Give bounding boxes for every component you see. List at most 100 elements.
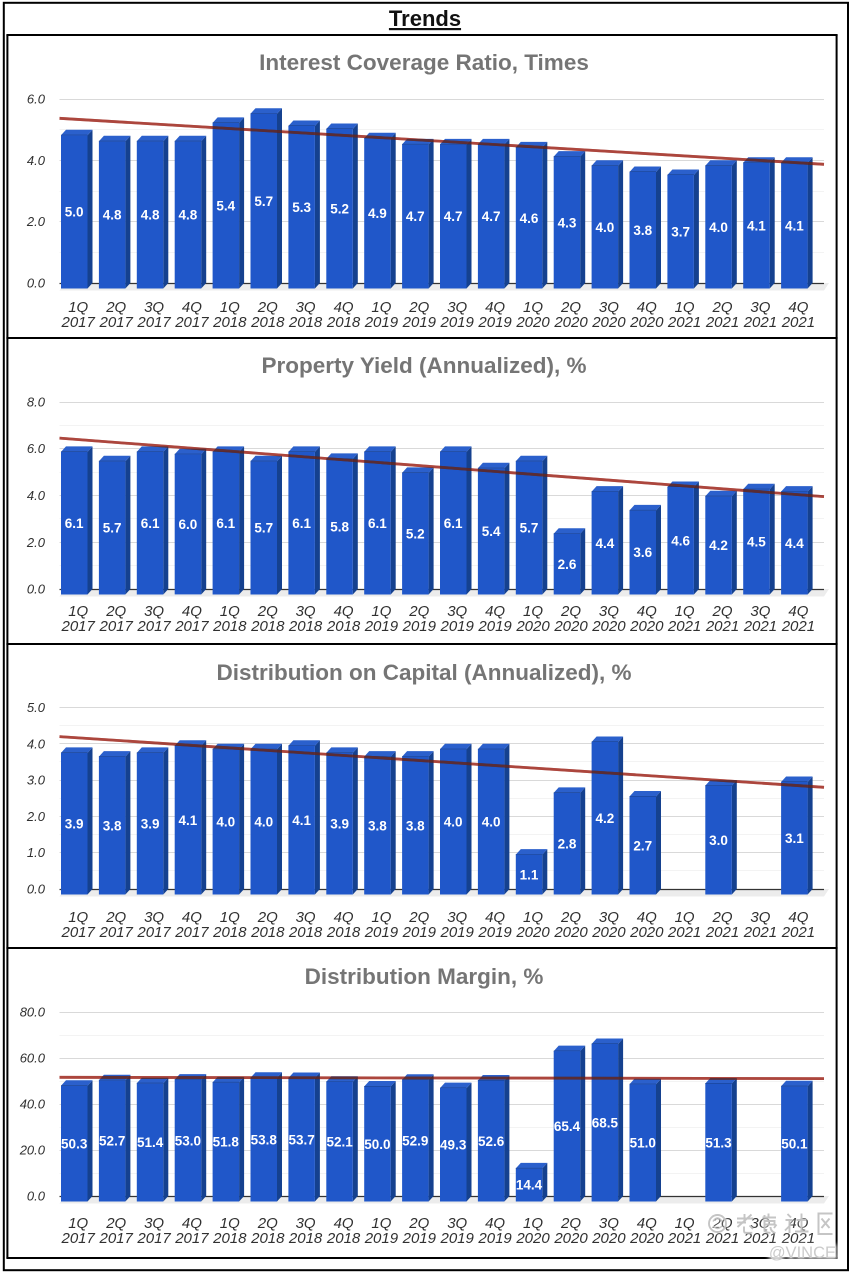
svg-text:2021: 2021 xyxy=(781,618,815,635)
svg-text:4.0: 4.0 xyxy=(27,736,46,751)
svg-text:4Q: 4Q xyxy=(485,603,505,620)
svg-text:2.0: 2.0 xyxy=(26,809,46,824)
svg-text:6.1: 6.1 xyxy=(216,516,235,531)
svg-text:3Q: 3Q xyxy=(144,1215,164,1232)
svg-text:8.0: 8.0 xyxy=(27,395,46,410)
svg-text:2021: 2021 xyxy=(743,314,777,331)
svg-text:80.0: 80.0 xyxy=(20,1005,46,1020)
svg-text:2019: 2019 xyxy=(440,314,475,331)
svg-text:0.0: 0.0 xyxy=(27,276,46,291)
svg-text:2017: 2017 xyxy=(99,618,134,635)
svg-text:2Q: 2Q xyxy=(257,299,278,316)
svg-text:2018: 2018 xyxy=(250,314,285,331)
svg-text:6.1: 6.1 xyxy=(292,516,311,531)
svg-text:4Q: 4Q xyxy=(334,909,354,926)
svg-text:52.7: 52.7 xyxy=(99,1134,125,1149)
svg-text:Distribution Margin, %: Distribution Margin, % xyxy=(305,964,544,989)
svg-text:2017: 2017 xyxy=(136,1230,171,1247)
svg-text:50.1: 50.1 xyxy=(781,1137,808,1152)
svg-text:2019: 2019 xyxy=(440,924,475,941)
svg-text:51.0: 51.0 xyxy=(630,1136,656,1151)
svg-text:4.1: 4.1 xyxy=(785,218,804,233)
svg-text:2Q: 2Q xyxy=(408,1215,429,1232)
svg-text:2Q: 2Q xyxy=(560,603,581,620)
svg-text:6.0: 6.0 xyxy=(27,92,46,107)
svg-text:68.5: 68.5 xyxy=(592,1116,619,1131)
svg-text:6.0: 6.0 xyxy=(27,441,46,456)
svg-text:2021: 2021 xyxy=(781,1230,815,1247)
svg-text:3.8: 3.8 xyxy=(103,818,122,833)
svg-text:2.6: 2.6 xyxy=(558,557,577,572)
svg-text:2017: 2017 xyxy=(136,924,171,941)
svg-text:3Q: 3Q xyxy=(144,299,164,316)
svg-text:2018: 2018 xyxy=(212,924,247,941)
svg-text:3.6: 3.6 xyxy=(633,545,652,560)
svg-text:5.7: 5.7 xyxy=(254,521,273,536)
svg-text:1Q: 1Q xyxy=(675,603,695,620)
svg-text:5.2: 5.2 xyxy=(330,202,349,217)
svg-text:1Q: 1Q xyxy=(371,909,391,926)
svg-text:3.8: 3.8 xyxy=(633,223,652,238)
svg-text:5.0: 5.0 xyxy=(27,700,46,715)
svg-text:2018: 2018 xyxy=(212,314,247,331)
svg-text:2021: 2021 xyxy=(705,1230,739,1247)
svg-text:3Q: 3Q xyxy=(599,299,619,316)
svg-text:2018: 2018 xyxy=(288,924,323,941)
svg-text:1.0: 1.0 xyxy=(27,845,46,860)
svg-text:52.9: 52.9 xyxy=(402,1134,428,1149)
svg-text:4Q: 4Q xyxy=(788,603,808,620)
svg-text:3Q: 3Q xyxy=(447,909,467,926)
svg-text:51.3: 51.3 xyxy=(705,1135,732,1150)
svg-text:1Q: 1Q xyxy=(220,299,240,316)
svg-text:3.9: 3.9 xyxy=(330,817,349,832)
svg-text:4.0: 4.0 xyxy=(254,815,273,830)
svg-text:1Q: 1Q xyxy=(68,909,88,926)
svg-text:20.0: 20.0 xyxy=(19,1143,46,1158)
svg-text:2020: 2020 xyxy=(629,1230,664,1247)
svg-text:1Q: 1Q xyxy=(675,299,695,316)
svg-text:0.0: 0.0 xyxy=(27,582,46,597)
svg-text:5.7: 5.7 xyxy=(254,194,273,209)
svg-text:4Q: 4Q xyxy=(334,299,354,316)
svg-text:4.5: 4.5 xyxy=(747,535,766,550)
svg-text:1.1: 1.1 xyxy=(520,867,539,882)
svg-text:2018: 2018 xyxy=(326,314,361,331)
svg-text:2018: 2018 xyxy=(212,618,247,635)
svg-text:51.8: 51.8 xyxy=(213,1135,240,1150)
svg-text:2021: 2021 xyxy=(667,314,701,331)
svg-text:2Q: 2Q xyxy=(408,603,429,620)
svg-text:2021: 2021 xyxy=(705,618,739,635)
svg-text:0.0: 0.0 xyxy=(27,882,46,897)
svg-text:2020: 2020 xyxy=(515,314,550,331)
svg-text:2.0: 2.0 xyxy=(26,535,46,550)
svg-text:3.8: 3.8 xyxy=(406,818,425,833)
svg-text:5.0: 5.0 xyxy=(65,205,84,220)
svg-text:1Q: 1Q xyxy=(68,1215,88,1232)
svg-text:Distribution on Capital (Annua: Distribution on Capital (Annualized), % xyxy=(217,660,632,685)
svg-text:5.3: 5.3 xyxy=(292,200,311,215)
svg-text:1Q: 1Q xyxy=(371,1215,391,1232)
svg-text:2Q: 2Q xyxy=(408,909,429,926)
svg-text:1Q: 1Q xyxy=(523,603,543,620)
svg-text:2021: 2021 xyxy=(667,1230,701,1247)
svg-text:2020: 2020 xyxy=(553,924,588,941)
svg-text:4.7: 4.7 xyxy=(406,209,425,224)
svg-text:2017: 2017 xyxy=(61,314,96,331)
svg-text:50.0: 50.0 xyxy=(364,1137,390,1152)
svg-text:3.1: 3.1 xyxy=(785,831,804,846)
svg-text:65.4: 65.4 xyxy=(554,1119,581,1134)
svg-text:3Q: 3Q xyxy=(296,299,316,316)
svg-text:2019: 2019 xyxy=(440,1230,475,1247)
svg-text:4.1: 4.1 xyxy=(292,813,311,828)
svg-text:2.7: 2.7 xyxy=(633,838,652,853)
svg-text:5.7: 5.7 xyxy=(103,521,122,536)
svg-text:2019: 2019 xyxy=(402,924,437,941)
svg-text:6.1: 6.1 xyxy=(65,516,84,531)
svg-text:2019: 2019 xyxy=(440,618,475,635)
svg-text:3Q: 3Q xyxy=(599,603,619,620)
svg-text:5.7: 5.7 xyxy=(520,521,539,536)
svg-text:3Q: 3Q xyxy=(296,603,316,620)
svg-text:2Q: 2Q xyxy=(408,299,429,316)
svg-text:4Q: 4Q xyxy=(788,909,808,926)
svg-text:3Q: 3Q xyxy=(144,603,164,620)
